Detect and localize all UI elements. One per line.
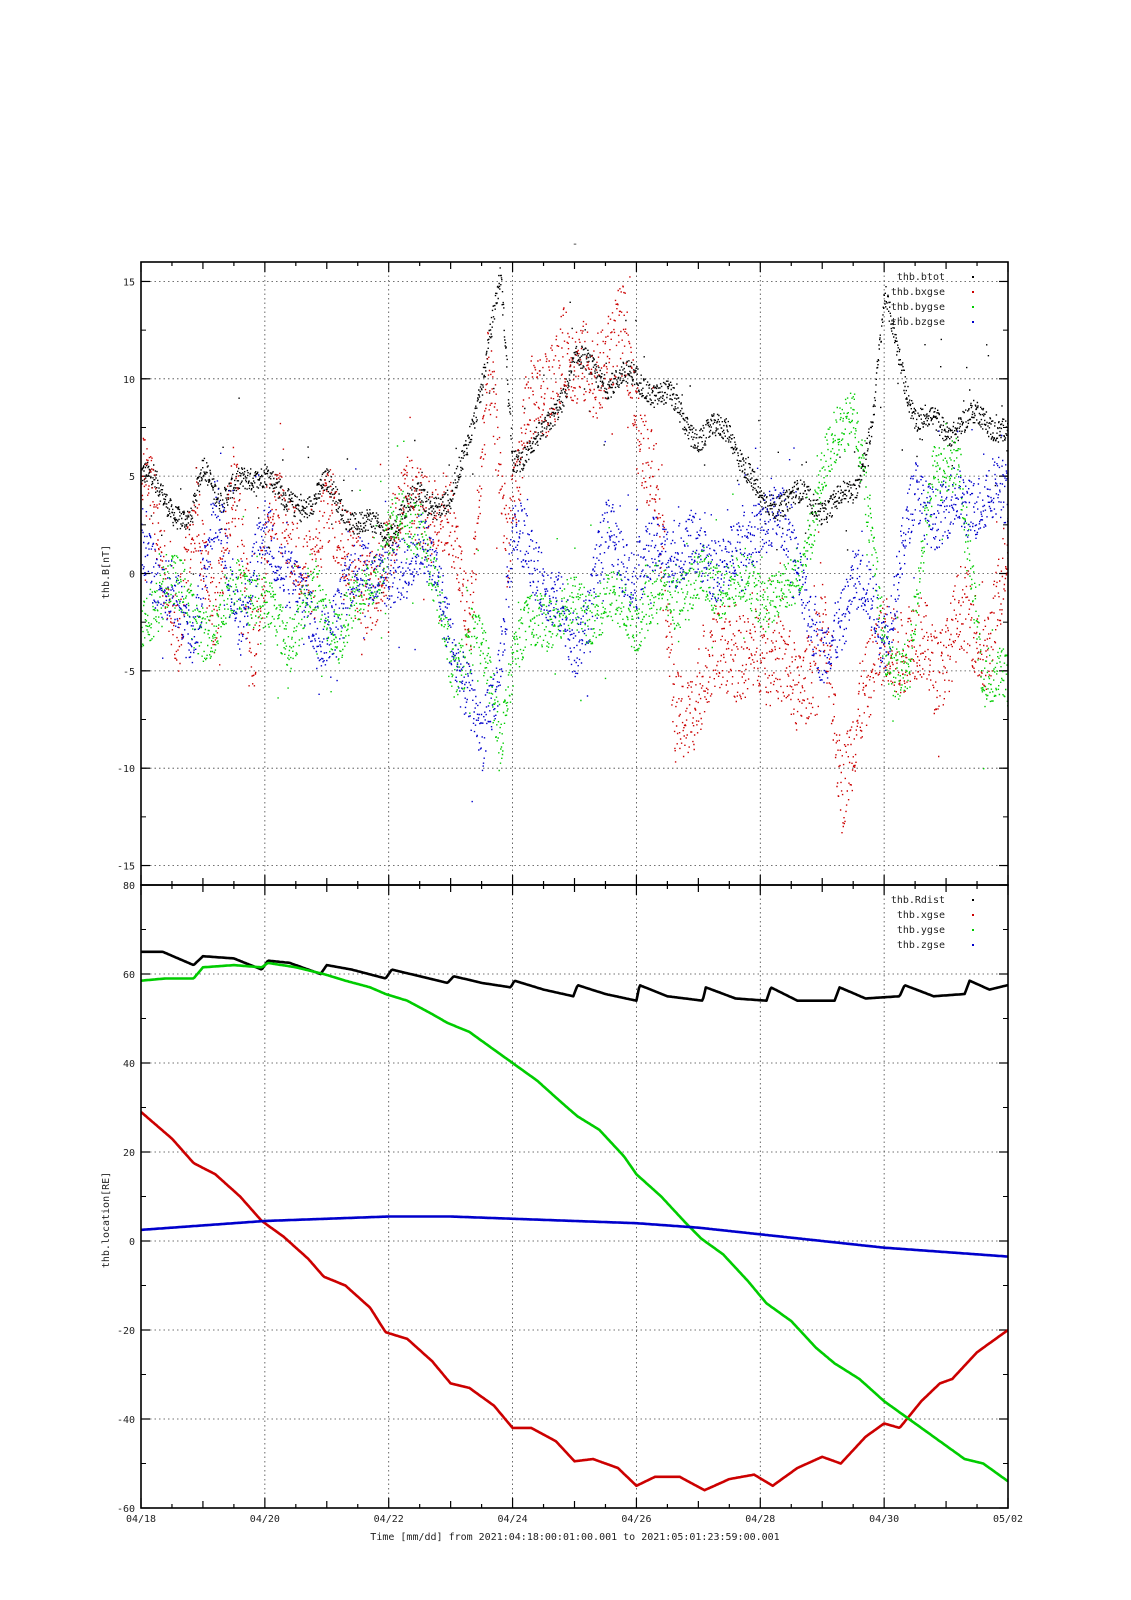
bfield-ytick-label: 0 xyxy=(129,570,135,581)
location-series-thb-xgse xyxy=(141,1111,1008,1492)
bfield-ytick-label: 15 xyxy=(123,277,135,288)
x-axis-label: Time [mm/dd] from 2021:04:18:00:01:00.00… xyxy=(370,1532,779,1543)
location-legend-swatch xyxy=(972,899,974,901)
bfield-y-axis-label: thb.B[nT] xyxy=(101,545,112,599)
bfield-plot-area xyxy=(141,267,1008,834)
bfield-ytick-label: 10 xyxy=(123,375,135,386)
bfield-series-thb-bzgse xyxy=(141,429,1008,803)
bfield-legend-label: thb.bzgse xyxy=(891,317,945,328)
bfield-legend-swatch xyxy=(972,321,974,323)
bfield-legend-swatch xyxy=(972,291,974,293)
location-plot-area xyxy=(141,950,1008,1492)
bfield-ytick-label: -5 xyxy=(123,667,135,678)
location-series-line xyxy=(141,950,1008,1002)
location-series-line xyxy=(141,1111,1008,1492)
bfield-ytick-label: 5 xyxy=(129,472,135,483)
bfield-ytick-label: -15 xyxy=(117,862,135,873)
location-ytick-label: -20 xyxy=(117,1326,135,1337)
location-ytick-label: 80 xyxy=(123,881,135,892)
bfield-legend-label: thb.btot xyxy=(897,272,945,283)
location-ytick-label: 0 xyxy=(129,1237,135,1248)
location-legend-label: thb.zgse xyxy=(897,940,945,951)
bfield-legend-label: thb.bxgse xyxy=(891,287,945,298)
location-series-thb-Rdist xyxy=(141,950,1008,1002)
bfield-series-thb-bxgse xyxy=(141,276,1008,834)
location-y-axis-label: thb.location[RE] xyxy=(101,1172,112,1268)
bfield-series-points xyxy=(141,267,1008,596)
location-series-thb-zgse xyxy=(141,1215,1008,1258)
location-legend-swatch xyxy=(972,914,974,916)
location-series-line xyxy=(141,1215,1008,1258)
location-series-line xyxy=(141,961,1008,1483)
location-legend-label: thb.xgse xyxy=(897,910,945,921)
location-legend-label: thb.Rdist xyxy=(891,895,945,906)
x-tick-label: 05/02 xyxy=(993,1514,1023,1525)
x-tick-label: 04/20 xyxy=(250,1514,280,1525)
location-ytick-label: 60 xyxy=(123,970,135,981)
x-tick-label: 04/18 xyxy=(126,1514,156,1525)
bfield-series-points xyxy=(141,276,1008,834)
x-tick-label: 04/30 xyxy=(869,1514,899,1525)
location-ytick-label: -40 xyxy=(117,1415,135,1426)
bfield-series-thb-btot xyxy=(141,267,1008,596)
location-legend-label: thb.ygse xyxy=(897,925,945,936)
x-tick-label: 04/22 xyxy=(374,1514,404,1525)
x-tick-label: 04/28 xyxy=(745,1514,775,1525)
location-panel: 80 60 40 20 0 -20 -40 -60 thb.Rdist thb.xgse thb.y… xyxy=(117,881,1009,1515)
bfield-legend-swatch xyxy=(972,306,974,308)
chart-title: - xyxy=(572,239,578,250)
bfield-series-points xyxy=(141,392,1008,772)
location-ytick-label: 40 xyxy=(123,1059,135,1070)
bfield-ytick-label: -10 xyxy=(117,764,135,775)
location-legend-swatch xyxy=(972,929,974,931)
x-tick-label: 04/26 xyxy=(621,1514,651,1525)
bfield-legend-label: thb.bygse xyxy=(891,302,945,313)
location-legend-swatch xyxy=(972,944,974,946)
location-series-thb-ygse xyxy=(141,961,1008,1483)
bfield-panel: 15 10 5 0 -5 -10 -15 thb.btot thb.bxgse thb.bygse… xyxy=(117,261,1009,886)
location-ytick-label: 20 xyxy=(123,1148,135,1159)
bfield-series-thb-bygse xyxy=(141,392,1008,772)
location-frame xyxy=(140,884,1009,1509)
x-tick-label: 04/24 xyxy=(498,1514,528,1525)
bfield-series-points xyxy=(141,429,1008,803)
bfield-legend-swatch xyxy=(972,276,974,278)
location-ytick-label: -60 xyxy=(117,1504,135,1515)
